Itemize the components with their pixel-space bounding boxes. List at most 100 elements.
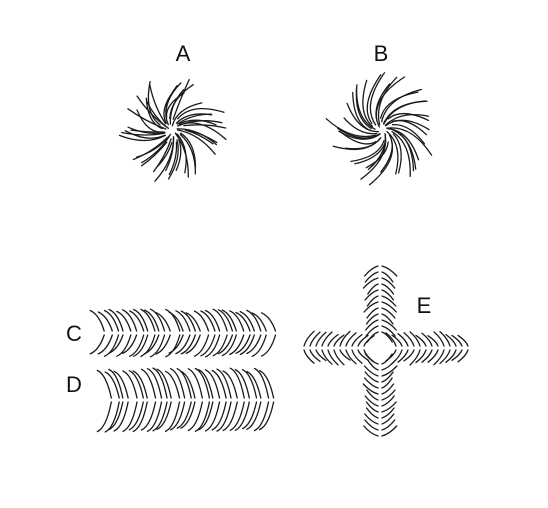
cross-e-hair [381,307,396,319]
row-c-hair [133,308,149,332]
whorl-a-hair [136,95,170,129]
whorl-a-hair [124,130,166,139]
whorl-a-hair [184,128,218,144]
row-c-hair [251,312,267,332]
whorl-b-hair [377,76,398,126]
row-c-hair [149,308,166,332]
row-c-hair [121,309,138,332]
row-c-hair [168,311,184,332]
cross-e-hair [364,377,379,389]
cross-e-hair [364,289,379,301]
cross-e-hair [381,371,394,383]
row-d-hair [216,401,232,432]
cross-e-hair [365,325,379,337]
row-c-hair [212,308,228,332]
hair-strokes [89,72,469,437]
row-d-hair [204,369,221,399]
cross-e-hair [339,330,351,347]
whorl-a-hair [176,113,212,125]
whorl-b-hair [368,139,394,186]
cross-e-hair [381,413,395,425]
cross-e-hair [381,313,394,325]
cross-e-hair [366,295,379,307]
cross-e-hair [333,334,345,347]
whorl-a-hair [147,80,161,126]
whorl-a-hair [152,138,172,173]
row-c-hair [221,334,237,357]
cross-e-hair [421,349,433,363]
row-c-hair [97,311,113,332]
row-c-hair [221,309,237,332]
cross-e-hair [381,425,398,437]
row-c-hair [229,310,245,332]
cross-e-hair [397,333,409,347]
row-d-hair [96,369,112,399]
row-c-hair [185,334,201,355]
label-e: E [417,293,432,318]
cross-e-hair [403,332,415,347]
row-c-hair [246,334,262,355]
cross-e-hair [315,349,327,362]
cross-e-hair [381,289,395,301]
row-d-hair [246,370,262,399]
whorl-b-hair [385,119,430,131]
label-a: A [176,41,191,66]
label-d: D [66,372,82,397]
row-c-hair [155,334,171,355]
cross-e-hair [427,349,439,363]
row-c-hair [121,334,138,355]
cross-e-hair [351,333,363,347]
row-d-hair [253,401,270,432]
cross-e-hair [339,349,351,361]
cross-e-hair [445,333,457,347]
whorl-a-hair [183,124,227,129]
cross-e-hair [309,331,321,347]
row-c-hair [97,334,113,355]
row-d-hair [229,367,245,399]
cross-e-hair [381,271,394,283]
row-d-hair [169,401,186,431]
row-d-hair [258,369,275,399]
row-d-hair [140,401,157,431]
cross-e-hair [391,334,403,347]
cross-e-hair [345,349,357,365]
cross-e-hair [364,413,379,425]
row-c-hair [180,334,196,355]
row-c-hair [193,310,210,332]
row-c-hair [116,334,132,357]
cross-e-hair [321,331,333,347]
whorl-a-hair [178,119,217,126]
row-d-hair [96,401,112,433]
whorl-a-hair [140,141,168,167]
cross-e-hair [439,330,451,347]
cross-e-hair [315,331,327,347]
whorl-a-hair [177,129,216,155]
cross-e-hair [409,331,421,347]
row-c-hair [155,312,171,332]
row-c-hair [103,309,120,332]
row-c-hair [260,312,277,332]
cross-e-hair [385,349,397,362]
row-c-hair [251,334,267,357]
row-c-hair [235,334,251,354]
cross-e-hair [367,359,379,371]
row-d-hair [211,401,227,431]
whorl-a-hair [165,82,182,119]
row-c-hair [180,310,196,332]
cross-e-hair [303,330,315,347]
row-c-hair [217,334,234,355]
cross-e-hair [381,383,395,395]
row-d-hair [194,401,211,432]
cross-e-hair [363,425,379,437]
whorl-b-hair [362,79,374,128]
cross-e-hair [421,332,433,347]
row-d-hair [222,370,238,399]
whorl-a-hair [168,141,178,176]
row-c-hair [89,334,105,355]
cross-e-hair [367,283,379,295]
whorl-b-hair [387,112,430,122]
row-c-hair [239,334,255,356]
whorl-b-hair [384,113,430,126]
cross-e-hair [381,407,395,419]
